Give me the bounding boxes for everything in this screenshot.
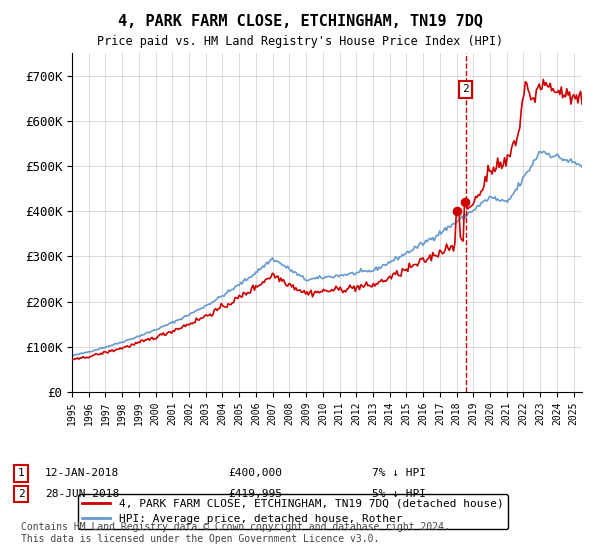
Legend: 4, PARK FARM CLOSE, ETCHINGHAM, TN19 7DQ (detached house), HPI: Average price, d: 4, PARK FARM CLOSE, ETCHINGHAM, TN19 7DQ… [77,494,508,529]
Text: £400,000: £400,000 [228,468,282,478]
Text: Price paid vs. HM Land Registry's House Price Index (HPI): Price paid vs. HM Land Registry's House … [97,35,503,48]
Text: Contains HM Land Registry data © Crown copyright and database right 2024.
This d: Contains HM Land Registry data © Crown c… [21,522,450,544]
Text: 2: 2 [463,85,469,94]
Text: 5% ↓ HPI: 5% ↓ HPI [372,489,426,499]
Text: 4, PARK FARM CLOSE, ETCHINGHAM, TN19 7DQ: 4, PARK FARM CLOSE, ETCHINGHAM, TN19 7DQ [118,14,482,29]
Text: 2: 2 [17,489,25,499]
Text: 1: 1 [17,468,25,478]
Text: £419,995: £419,995 [228,489,282,499]
Text: 12-JAN-2018: 12-JAN-2018 [45,468,119,478]
Point [460,198,469,207]
Text: 28-JUN-2018: 28-JUN-2018 [45,489,119,499]
Point [452,207,462,216]
Text: 7% ↓ HPI: 7% ↓ HPI [372,468,426,478]
